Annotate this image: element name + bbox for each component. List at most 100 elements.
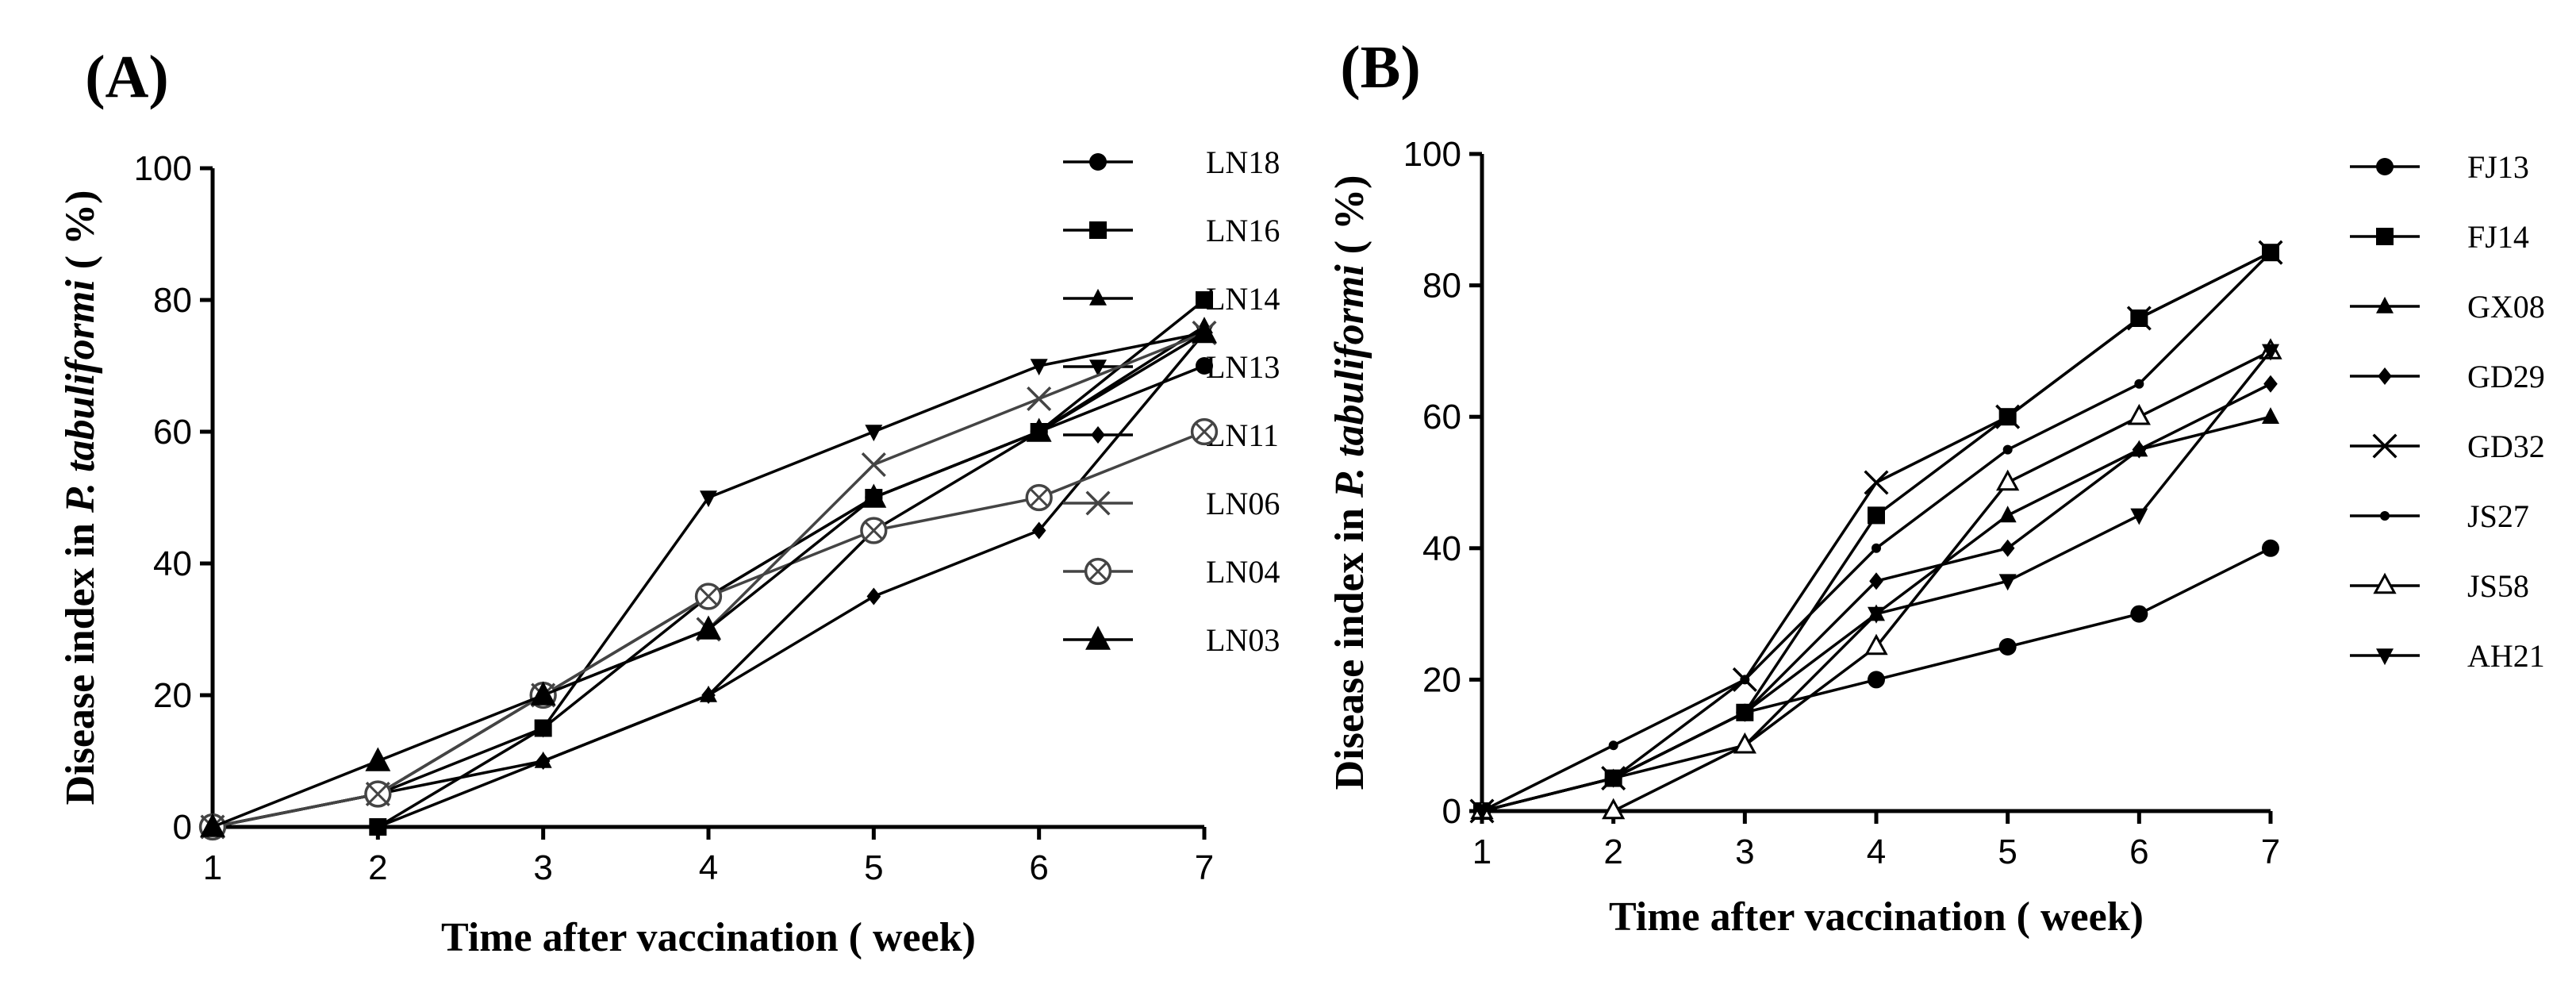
- panel-b-legend-entry-fj14: FJ14: [2350, 219, 2529, 255]
- panel-b-y-axis-title-prefix: Disease index in: [1327, 498, 1372, 790]
- panel-b-series-js27-point: [2002, 444, 2013, 455]
- panel-b-legend-label: JS27: [2467, 498, 2529, 534]
- panel-b-y-axis-title: Disease index in P. tabuliformi ( %): [1327, 175, 1372, 790]
- panel-a-y-axis-title-species: P. tabuliformi: [58, 279, 103, 513]
- panel-a-y-axis-title: Disease index in P. tabuliformi ( %): [58, 190, 103, 806]
- panel-b-series-gd29-point: [2263, 375, 2278, 393]
- panel-b-legend-marker: [2380, 511, 2390, 521]
- panel-a-series-ln06-point: [1027, 386, 1052, 412]
- panel-a-series-ln04-point: [694, 583, 723, 610]
- panel-a-series-ln11-point: [370, 818, 386, 836]
- panel-a-series-ln03-point: [861, 483, 887, 508]
- panel-b-legend-marker: [2376, 296, 2394, 313]
- panel-b-x-tick-label: 2: [1603, 832, 1622, 871]
- panel-b-legend-label: FJ13: [2467, 149, 2529, 185]
- panel-a-series-ln04-point: [1025, 483, 1053, 512]
- panel-a-legend-entry-ln03: LN03: [1063, 622, 1280, 658]
- panel-b-x-tick-label: 3: [1735, 832, 1754, 871]
- panel-b-x-tick-label: 5: [1998, 832, 2017, 871]
- panel-b-legend-entry-ah21: AH21: [2350, 638, 2545, 674]
- panel-b-y-tick-label: 100: [1403, 135, 1461, 174]
- panel-a-legend-marker: [1089, 360, 1107, 377]
- panel-a-y-tick-label: 20: [153, 676, 192, 715]
- panel-b-series-gd32-point: [1864, 470, 1889, 495]
- panel-a-legend-entry-ln18: LN18: [1063, 144, 1280, 180]
- panel-b-series-gd29-point: [2000, 539, 2015, 557]
- panel-a-series-ln04-point-cross: [1195, 422, 1214, 441]
- panel-a-series-ln13-point: [700, 490, 717, 508]
- panel-b-series-gx08-point: [1998, 506, 2017, 523]
- panel-a-y-axis-title-suffix: ( %): [58, 190, 103, 280]
- panel-b-legend-label: FJ14: [2467, 219, 2529, 255]
- panel-a-legend-entry-ln16: LN16: [1063, 213, 1280, 248]
- panel-b-series-gd29-point: [2132, 440, 2147, 459]
- panel-b-x-tick-label: 7: [2261, 832, 2280, 871]
- panel-b-x-tick-label: 1: [1472, 832, 1491, 871]
- panel-a-series-ln11-point: [701, 686, 716, 704]
- panel-b-series-fj13-point: [1998, 638, 2017, 656]
- panel-a-legend-label: LN03: [1206, 622, 1280, 658]
- panel-b-legend-marker: [2372, 433, 2397, 459]
- panel-b-series-gd29-point: [1869, 572, 1883, 590]
- panel-a-legend-marker: [1091, 426, 1105, 444]
- panel-a-series-ln04-point-cross: [699, 586, 718, 606]
- panel-a-x-tick-label: 4: [699, 848, 718, 887]
- panel-b-legend-entry-fj13: FJ13: [2350, 149, 2529, 185]
- panel-a-legend-entry-ln13: LN13: [1063, 349, 1280, 385]
- panel-a-y-tick-label: 40: [153, 544, 192, 583]
- panel-b-series-js58-point: [1864, 633, 1888, 656]
- panel-a-series-ln11-point: [866, 587, 881, 606]
- panel-a-legend-entry-ln04: LN04: [1063, 554, 1280, 590]
- panel-a-x-tick-label: 2: [368, 848, 387, 887]
- panel-a-series-ln04-point: [364, 780, 392, 808]
- panel-b-legend-label: GX08: [2467, 289, 2545, 325]
- panel-a-y-tick-label: 0: [173, 808, 192, 847]
- panel-a-series-ln18-point: [1196, 357, 1213, 375]
- panel-a-y-axis-title-prefix: Disease index in: [58, 513, 103, 805]
- panel-b-series-js27-point: [1740, 675, 1750, 685]
- panel-b-legend-entry-js58: JS58: [2350, 568, 2529, 604]
- panel-b-series-ah21-point: [1998, 574, 2017, 591]
- panel-a-series-ln04-point-cross: [864, 521, 884, 540]
- panel-a-series-ln04-point-cross: [1029, 488, 1049, 507]
- panel-a-legend-label: LN11: [1206, 417, 1279, 453]
- panel-b-legend-label: JS58: [2467, 568, 2529, 604]
- panel-b-series-js58-point: [1602, 798, 1626, 820]
- panel-b-series-js27-point: [1872, 543, 1881, 553]
- panel-b-legend-marker: [2376, 648, 2394, 666]
- panel-b-y-tick-label: 0: [1442, 792, 1461, 831]
- panel-b-legend-entry-gd32: GD32: [2350, 429, 2545, 464]
- panel-a-legend-marker: [1085, 490, 1111, 516]
- panel-a-legend-label: LN16: [1206, 213, 1280, 248]
- panel-b-legend-entry-gx08: GX08: [2350, 289, 2545, 325]
- panel-a-series-ln03-point: [1192, 318, 1217, 344]
- panel-b-series-js58-point: [1996, 469, 2020, 491]
- panel-a-legend-label: LN14: [1206, 281, 1280, 317]
- panel-b-series-ah21-point: [1473, 804, 1491, 821]
- panel-a-x-tick-label: 3: [533, 848, 552, 887]
- panel-a-y-tick-label: 80: [153, 281, 192, 320]
- panel-a: (A) 0 20 40 60 80 100 1 2 3 4 5 6 7 Time after vaccina…: [58, 44, 1280, 960]
- panel-b-x-tick-label: 4: [1867, 832, 1886, 871]
- panel-b-y-tick-label: 40: [1422, 529, 1461, 568]
- panel-b-x-axis-title: Time after vaccination ( week): [1609, 894, 2144, 940]
- panel-a-label: (A): [85, 44, 169, 110]
- panel-b-legend-label: AH21: [2467, 638, 2545, 674]
- panel-b-legend-entry-js27: JS27: [2350, 498, 2529, 534]
- panel-a-legend-label: LN06: [1206, 486, 1280, 521]
- panel-b-series-ah21-point: [1604, 771, 1622, 788]
- panel-a-series-ln11-point: [536, 752, 551, 770]
- panel-a-legend-marker: [1084, 557, 1112, 586]
- panel-a-x-axis-title: Time after vaccination ( week): [441, 915, 976, 960]
- panel-a-series-ln16-point: [1196, 291, 1213, 309]
- panel-a-x-tick-label: 5: [864, 848, 883, 887]
- panel-b-y-tick-label: 60: [1422, 398, 1461, 436]
- panel-b-legend-label: GD29: [2467, 359, 2545, 394]
- panel-a-series-ln04-point-cross: [368, 784, 388, 804]
- panel-b-legend-marker: [2376, 158, 2394, 175]
- panel-a-x-tick-label: 1: [203, 848, 222, 887]
- panel-b-series-ah21-point: [2130, 508, 2148, 525]
- panel-b-legend-label: GD32: [2467, 429, 2545, 464]
